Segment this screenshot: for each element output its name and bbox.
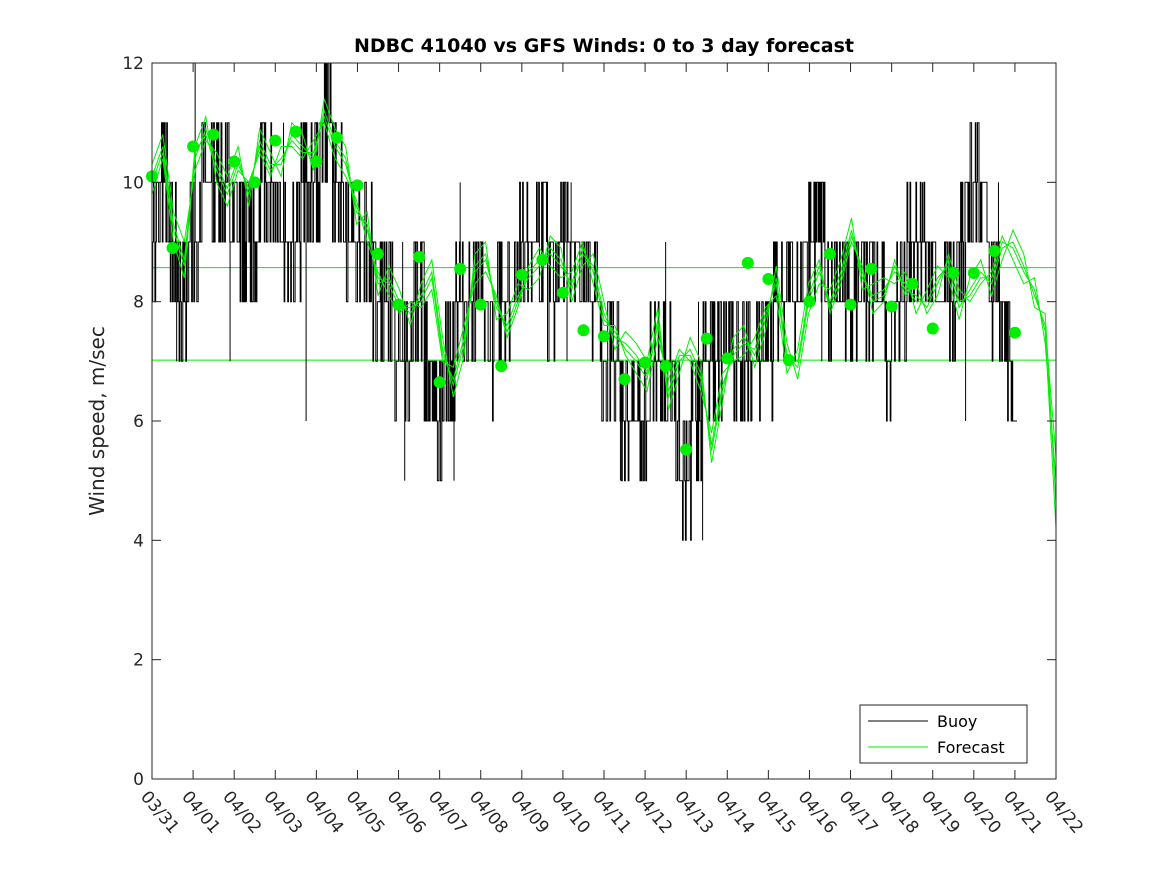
forecast-marker — [782, 354, 795, 367]
x-tick-label: 04/22 — [1040, 787, 1087, 837]
forecast-marker — [680, 443, 693, 456]
forecast-marker — [1008, 326, 1021, 339]
forecast-marker — [351, 179, 364, 192]
forecast-marker — [988, 244, 1001, 257]
forecast-marker — [865, 262, 878, 275]
y-tick-label: 6 — [133, 412, 144, 432]
x-tick-label: 04/17 — [835, 787, 882, 837]
forecast-marker — [330, 131, 343, 144]
legend-box — [859, 704, 1028, 764]
x-tick-label: 04/02 — [218, 787, 265, 837]
forecast-marker — [659, 360, 672, 373]
forecast-marker — [166, 241, 179, 254]
y-tick-label: 8 — [133, 293, 144, 313]
forecast-marker — [474, 298, 487, 311]
forecast-marker — [289, 125, 302, 138]
forecast-marker — [228, 155, 241, 168]
legend-forecast-label: Forecast — [937, 738, 1005, 757]
forecast-marker — [187, 140, 200, 153]
y-tick-label: 0 — [133, 770, 144, 790]
x-tick-label: 04/14 — [711, 787, 758, 837]
forecast-marker — [392, 298, 405, 311]
x-tick-label: 04/16 — [794, 787, 841, 837]
forecast-marker — [207, 128, 220, 141]
forecast-marker — [926, 322, 939, 335]
forecast-markers — [146, 125, 1021, 456]
x-tick-label: 03/31 — [136, 787, 183, 837]
forecast-line-3 — [151, 98, 1057, 505]
x-tick-label: 04/09 — [506, 787, 553, 837]
forecast-marker — [515, 268, 528, 281]
forecast-marker — [844, 298, 857, 311]
forecast-marker — [248, 176, 261, 189]
forecast-marker — [310, 155, 323, 168]
x-tick-label: 04/10 — [547, 787, 594, 837]
forecast-marker — [454, 262, 467, 275]
legend-buoy-label: Buoy — [937, 712, 977, 731]
x-tick-label: 04/15 — [753, 787, 800, 837]
x-tick-label: 04/04 — [301, 787, 348, 837]
y-axis-ticks: 0 2 4 6 8 10 12 — [122, 54, 1056, 790]
forecast-marker — [721, 352, 734, 365]
legend: Buoy Forecast — [859, 704, 1028, 764]
x-tick-label: 04/20 — [958, 787, 1005, 837]
forecast-marker — [803, 295, 816, 308]
forecast-marker — [639, 356, 652, 369]
x-tick-label: 04/06 — [383, 787, 430, 837]
chart-title: NDBC 41040 vs GFS Winds: 0 to 3 day fore… — [354, 35, 854, 57]
forecast-line-2 — [151, 114, 1057, 481]
y-tick-label: 4 — [133, 531, 144, 551]
forecast-marker — [598, 330, 610, 343]
forecast-marker — [413, 250, 426, 263]
x-tick-label: 04/21 — [999, 787, 1046, 837]
forecast-marker — [433, 376, 446, 389]
forecast-marker — [269, 134, 282, 147]
forecast-marker — [556, 286, 569, 299]
x-tick-label: 04/01 — [177, 787, 224, 837]
y-tick-label: 10 — [122, 173, 144, 193]
forecast-marker — [741, 256, 754, 269]
x-tick-label: 04/07 — [424, 787, 471, 837]
forecast-marker — [947, 267, 960, 280]
y-axis-label: Wind speed, m/sec — [85, 326, 109, 516]
forecast-line-4 — [151, 115, 1057, 529]
x-tick-label: 04/03 — [259, 787, 306, 837]
forecast-marker — [495, 360, 508, 373]
forecast-marker — [700, 332, 713, 345]
plot-background — [152, 63, 1056, 779]
forecast-marker — [372, 247, 384, 260]
x-tick-label: 04/12 — [629, 787, 676, 837]
x-tick-label: 04/11 — [588, 787, 635, 837]
reference-lines — [152, 267, 1056, 361]
x-tick-label: 04/18 — [876, 787, 923, 837]
x-tick-label: 04/13 — [670, 787, 717, 837]
forecast-marker — [824, 247, 836, 260]
forecast-marker — [762, 272, 775, 285]
x-tick-label: 04/08 — [465, 787, 512, 837]
x-tick-label: 04/05 — [342, 787, 389, 837]
plot-area — [146, 62, 1057, 779]
x-tick-label: 04/19 — [917, 787, 964, 837]
forecast-marker — [967, 267, 980, 280]
forecast-marker — [618, 373, 631, 386]
forecast-marker — [536, 253, 549, 266]
forecast-marker — [906, 277, 919, 290]
forecast-line-1 — [151, 108, 1057, 457]
forecast-marker — [885, 300, 898, 313]
forecast-series-group — [151, 98, 1057, 529]
y-tick-label: 2 — [133, 651, 144, 671]
y-tick-label: 12 — [122, 54, 144, 74]
forecast-marker — [577, 324, 590, 337]
